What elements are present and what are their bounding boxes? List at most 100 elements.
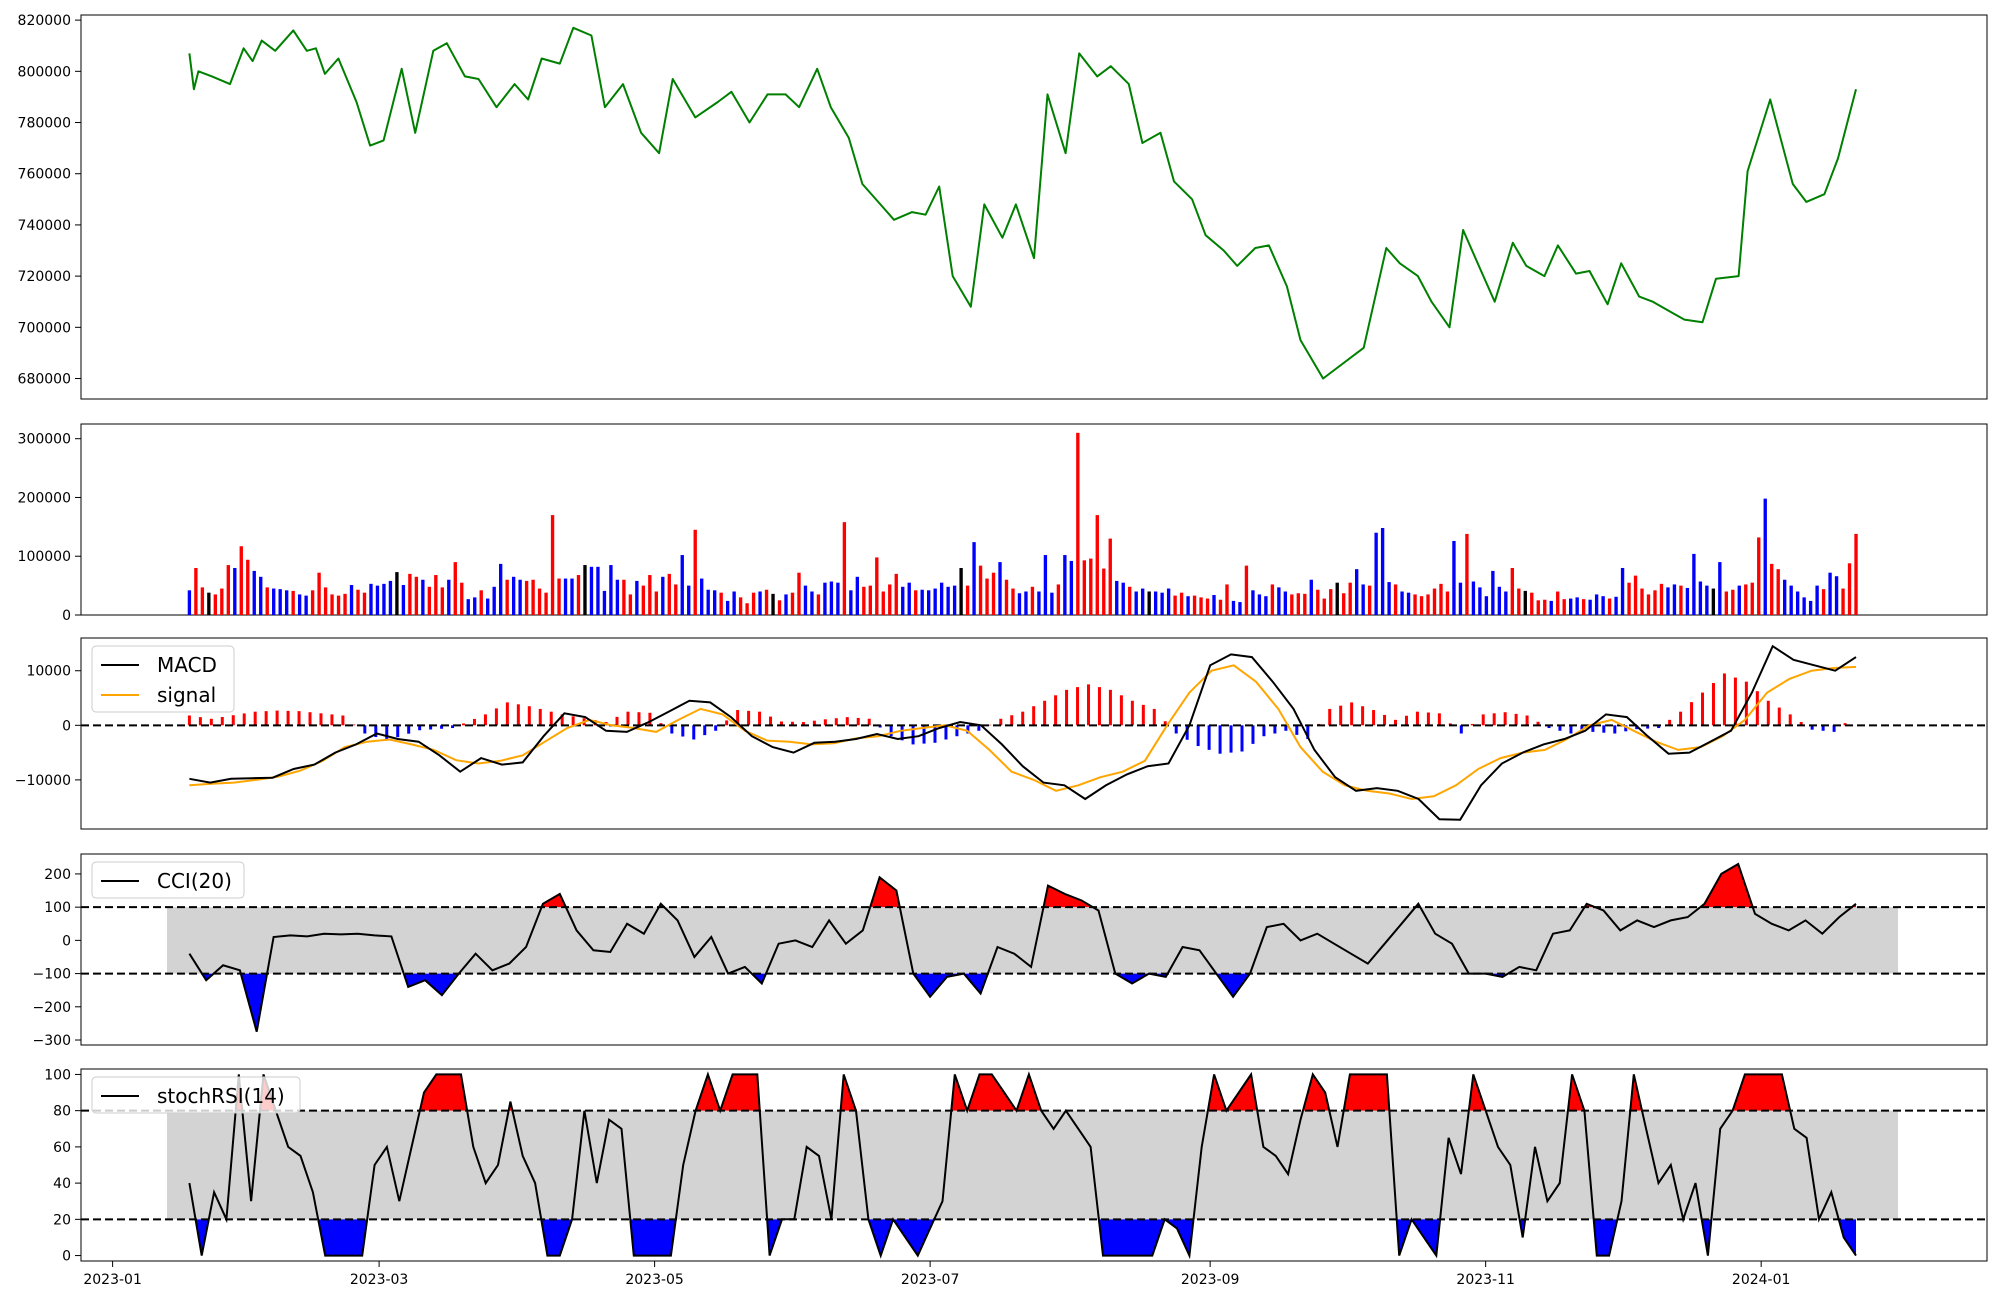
volume-bar — [382, 583, 386, 615]
volume-bar — [1523, 590, 1527, 615]
volume-bar — [427, 586, 432, 615]
volume-bar — [1192, 595, 1197, 615]
volume-bar — [589, 566, 594, 615]
volume-bar — [1134, 591, 1138, 615]
volume-bar — [1484, 596, 1489, 615]
volume-bar — [1640, 588, 1644, 615]
volume-bar — [1510, 567, 1514, 615]
volume-bar — [1179, 592, 1184, 615]
macd-histogram-bar — [462, 723, 466, 726]
volume-bar — [1309, 579, 1313, 615]
macd-histogram-bar — [363, 725, 367, 734]
overbought-fill — [1700, 864, 1753, 908]
macd-histogram-bar — [966, 725, 970, 734]
volume-bar — [1575, 597, 1579, 615]
volume-bar — [596, 566, 600, 615]
volume-bar — [674, 584, 678, 615]
y-tick-label: −100 — [33, 967, 71, 983]
x-tick-label: 2023-07 — [901, 1272, 960, 1288]
macd-histogram-bar — [1415, 711, 1419, 726]
volume-bar — [557, 578, 561, 615]
volume-bar — [738, 597, 743, 615]
volume-bar — [1815, 585, 1819, 615]
macd-histogram-bar — [900, 725, 904, 741]
volume-bar — [1355, 569, 1359, 615]
volume-bar — [1841, 588, 1845, 615]
volume-bar — [952, 585, 957, 615]
macd-histogram-bar — [1065, 689, 1069, 726]
macd-histogram-bar — [1624, 725, 1628, 732]
volume-bar — [667, 573, 671, 615]
macd-histogram-bar — [1086, 684, 1090, 726]
volume-bar — [777, 600, 782, 615]
volume-bar — [712, 590, 717, 615]
volume-bar — [1627, 582, 1631, 615]
macd-histogram-bar — [418, 725, 422, 731]
volume-bar — [972, 542, 976, 615]
x-axis: 2023-01 2023-03 2023-05 2023-07 2023-09 2023-… — [83, 1261, 1790, 1288]
volume-bar — [1601, 596, 1605, 615]
macd-histogram-bar — [1799, 722, 1803, 726]
volume-bar — [1102, 568, 1106, 615]
volume-bar — [1802, 597, 1806, 615]
volume-bar — [1160, 592, 1164, 615]
macd-histogram-bar — [758, 711, 762, 726]
volume-bar — [725, 600, 730, 615]
volume-bar — [1653, 590, 1657, 615]
volume-bar — [914, 590, 918, 615]
volume-bar — [1011, 588, 1015, 615]
volume-bar — [836, 582, 840, 615]
volume-bar — [1607, 598, 1612, 615]
macd-histogram-bar — [944, 725, 948, 740]
volume-bar — [1581, 599, 1586, 615]
volume-bar — [317, 572, 321, 615]
macd-histogram-bar — [1174, 725, 1178, 734]
macd-histogram-bar — [1339, 705, 1343, 726]
macd-histogram-bar — [1733, 677, 1737, 726]
macd-histogram-bar — [1459, 725, 1463, 734]
volume-bar — [310, 590, 315, 615]
volume-bar — [1270, 584, 1275, 615]
macd-histogram-bar — [648, 712, 652, 726]
macd-histogram-bar — [319, 713, 323, 726]
volume-bar — [297, 594, 302, 615]
oversold-fill — [240, 973, 268, 1032]
volume-bar — [1711, 588, 1716, 615]
overbought-fill — [1343, 1074, 1390, 1111]
macd-histogram-bar — [483, 714, 487, 726]
volume-bar — [946, 586, 950, 615]
overbought-fill — [1016, 1074, 1042, 1111]
macd-histogram-bar — [790, 721, 794, 726]
macd-histogram-bar — [867, 718, 871, 726]
volume-bar — [609, 565, 613, 615]
volume-bar — [1095, 515, 1099, 615]
macd-histogram-bar — [253, 711, 257, 726]
volume-bar — [1569, 598, 1573, 615]
volume-bar — [1419, 596, 1424, 615]
macd-histogram-bar — [1394, 719, 1398, 726]
volume-bar — [959, 567, 963, 615]
volume-bar — [563, 578, 568, 615]
volume-bar — [531, 579, 535, 615]
volume-bar — [1783, 579, 1787, 615]
y-tick-label: 200000 — [18, 490, 71, 506]
volume-bar — [1316, 589, 1320, 615]
volume-bar — [1504, 591, 1508, 615]
volume-bar — [1121, 582, 1125, 615]
macd-histogram-bar — [1240, 725, 1244, 752]
volume-bar — [1452, 540, 1456, 615]
oversold-fill — [318, 1219, 368, 1256]
volume-bar — [654, 591, 658, 615]
volume-bar — [1458, 582, 1463, 615]
volume-bar — [259, 576, 263, 615]
volume-bar — [1322, 598, 1326, 615]
volume-bar — [1750, 582, 1754, 615]
macd-histogram-bar — [1152, 708, 1156, 726]
panel-frame — [80, 637, 1988, 830]
macd-histogram-bar — [1076, 687, 1080, 726]
volume-bar — [1082, 560, 1086, 615]
volume-bar — [1244, 565, 1249, 615]
volume-bar — [1043, 555, 1048, 615]
oversold-fill — [1593, 1219, 1618, 1256]
volume-bar — [1205, 598, 1210, 615]
